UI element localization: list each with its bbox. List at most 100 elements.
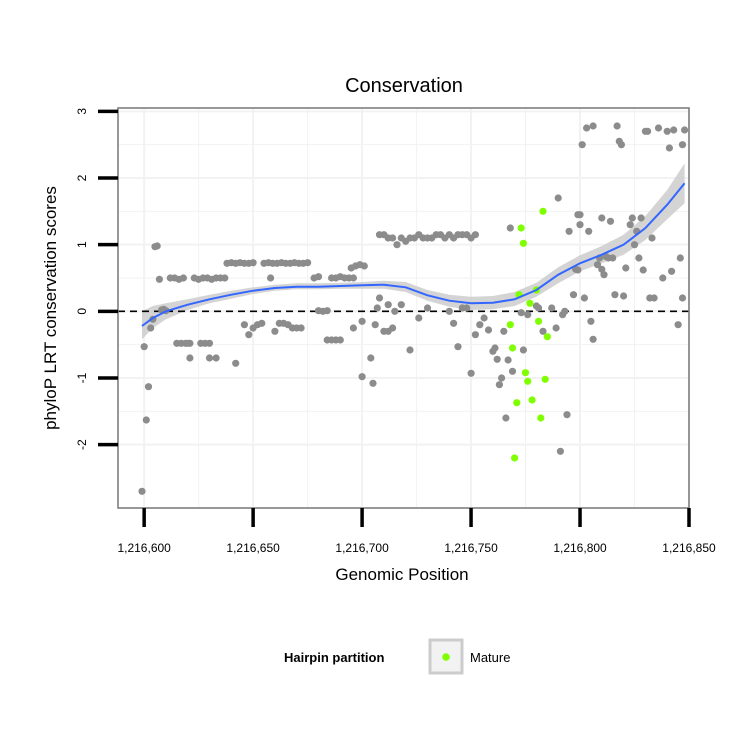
data-point bbox=[578, 141, 586, 149]
mature-point bbox=[535, 317, 543, 325]
data-point bbox=[554, 194, 562, 202]
data-point bbox=[504, 356, 512, 364]
data-point bbox=[140, 343, 148, 351]
data-point bbox=[498, 374, 506, 382]
gridlines bbox=[118, 108, 690, 508]
x-axis: 1,216,600 1,216,650 1,216,700 1,216,750 1,21… bbox=[117, 508, 716, 555]
data-point bbox=[240, 321, 248, 329]
data-point bbox=[678, 141, 687, 149]
data-point bbox=[471, 331, 479, 339]
data-point bbox=[620, 292, 628, 300]
data-point bbox=[493, 355, 501, 363]
data-point bbox=[628, 214, 636, 222]
legend-key-mature-dot bbox=[442, 653, 450, 661]
data-point bbox=[587, 317, 595, 325]
data-point bbox=[613, 122, 621, 130]
data-point bbox=[153, 242, 161, 250]
data-point bbox=[639, 266, 647, 274]
smooth-line-path bbox=[141, 182, 686, 327]
data-point bbox=[221, 274, 229, 282]
data-point bbox=[611, 291, 619, 299]
data-point bbox=[358, 373, 366, 381]
data-point bbox=[626, 221, 634, 229]
data-point bbox=[258, 319, 266, 327]
data-point bbox=[574, 266, 582, 274]
data-point bbox=[630, 241, 639, 249]
data-point bbox=[314, 307, 323, 315]
data-point bbox=[476, 321, 484, 329]
mature-point bbox=[524, 377, 532, 385]
data-point bbox=[681, 126, 689, 134]
data-point bbox=[450, 319, 458, 327]
data-point bbox=[271, 327, 279, 335]
data-point bbox=[589, 122, 597, 130]
mature-point bbox=[510, 454, 519, 462]
data-point bbox=[585, 227, 593, 235]
data-point bbox=[580, 294, 589, 302]
data-point bbox=[593, 261, 602, 269]
data-point bbox=[297, 324, 305, 332]
data-point bbox=[524, 311, 532, 319]
data-point bbox=[389, 234, 397, 242]
data-point bbox=[663, 127, 671, 135]
data-point bbox=[484, 326, 493, 334]
data-point bbox=[517, 309, 525, 317]
data-point bbox=[519, 346, 528, 354]
smooth-band-area bbox=[142, 163, 685, 340]
data-point bbox=[500, 327, 508, 335]
data-point bbox=[600, 271, 608, 279]
data-point bbox=[314, 273, 323, 281]
data-point bbox=[491, 344, 499, 352]
data-point bbox=[323, 307, 331, 315]
data-point bbox=[391, 307, 399, 315]
data-point bbox=[144, 383, 153, 391]
data-point bbox=[659, 274, 667, 282]
data-point bbox=[471, 231, 479, 239]
data-point bbox=[142, 416, 150, 424]
data-point bbox=[349, 274, 357, 282]
mature-point bbox=[526, 299, 534, 307]
legend-title: Hairpin partition bbox=[284, 650, 384, 665]
data-point bbox=[617, 141, 626, 149]
data-point bbox=[535, 304, 543, 312]
data-point bbox=[502, 414, 510, 422]
data-point bbox=[569, 291, 578, 299]
y-tick-label: 1 bbox=[75, 241, 89, 248]
mature-point bbox=[539, 207, 547, 215]
data-point bbox=[454, 343, 462, 351]
data-point bbox=[556, 447, 565, 455]
data-point bbox=[552, 324, 560, 332]
data-point bbox=[606, 217, 615, 225]
data-point bbox=[480, 314, 488, 322]
data-point bbox=[563, 411, 571, 419]
data-point bbox=[267, 274, 275, 282]
data-points bbox=[138, 122, 689, 495]
mature-point bbox=[521, 369, 530, 377]
data-point bbox=[205, 354, 214, 362]
data-point bbox=[648, 234, 656, 242]
mature-point bbox=[528, 396, 536, 404]
x-tick-label: 1,216,750 bbox=[444, 541, 498, 555]
mature-point bbox=[543, 333, 551, 341]
data-point bbox=[583, 124, 591, 132]
series-other bbox=[138, 122, 689, 495]
data-point bbox=[676, 254, 684, 262]
data-point bbox=[186, 339, 194, 347]
data-point bbox=[232, 359, 240, 367]
data-point bbox=[674, 321, 682, 329]
data-point bbox=[508, 367, 517, 375]
data-point bbox=[637, 214, 645, 222]
y-tick-label: 0 bbox=[75, 308, 89, 315]
mature-point bbox=[513, 399, 521, 407]
data-point bbox=[373, 304, 381, 312]
data-point bbox=[665, 144, 674, 152]
y-tick-label: 3 bbox=[75, 108, 89, 115]
data-point bbox=[389, 324, 397, 332]
data-point bbox=[186, 354, 194, 362]
x-axis-title: Genomic Position bbox=[335, 565, 468, 584]
data-point bbox=[155, 275, 163, 283]
data-point bbox=[384, 301, 392, 309]
y-tick-label: -2 bbox=[75, 439, 89, 450]
mature-point bbox=[517, 224, 525, 232]
